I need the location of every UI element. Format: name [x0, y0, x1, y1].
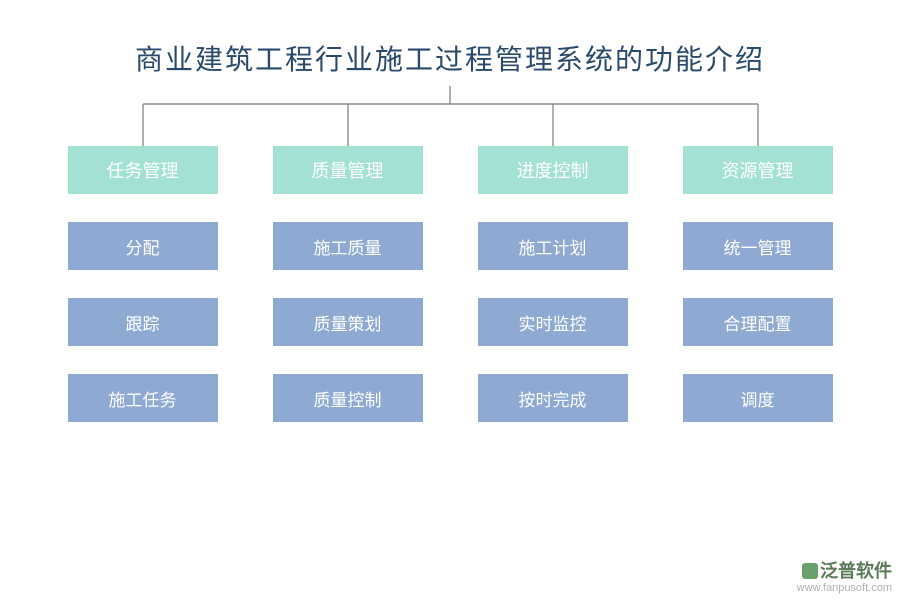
column-header: 资源管理	[683, 146, 833, 194]
down-arrow-icon	[757, 346, 759, 374]
down-arrow-icon	[757, 270, 759, 298]
watermark-brand: 泛普软件	[797, 562, 892, 582]
column-item: 施工质量	[273, 222, 423, 270]
down-arrow-icon	[142, 194, 144, 222]
column-item: 质量策划	[273, 298, 423, 346]
column-item: 分配	[68, 222, 218, 270]
column-1: 质量管理 施工质量 质量策划 质量控制	[273, 146, 423, 422]
down-arrow-icon	[552, 346, 554, 374]
down-arrow-icon	[347, 270, 349, 298]
down-arrow-icon	[347, 346, 349, 374]
column-item: 实时监控	[478, 298, 628, 346]
column-2: 进度控制 施工计划 实时监控 按时完成	[478, 146, 628, 422]
down-arrow-icon	[142, 270, 144, 298]
column-item: 施工计划	[478, 222, 628, 270]
column-header: 进度控制	[478, 146, 628, 194]
column-3: 资源管理 统一管理 合理配置 调度	[683, 146, 833, 422]
watermark: 泛普软件 www.fanpusoft.com	[797, 562, 892, 594]
columns-container: 任务管理 分配 跟踪 施工任务 质量管理 施工质量 质量策划 质量控制 进度控制…	[0, 146, 900, 422]
down-arrow-icon	[552, 270, 554, 298]
column-item: 质量控制	[273, 374, 423, 422]
logo-icon	[802, 563, 818, 579]
diagram-title: 商业建筑工程行业施工过程管理系统的功能介绍	[0, 0, 900, 86]
down-arrow-icon	[347, 194, 349, 222]
column-header: 质量管理	[273, 146, 423, 194]
column-item: 调度	[683, 374, 833, 422]
watermark-url: www.fanpusoft.com	[797, 582, 892, 594]
column-header: 任务管理	[68, 146, 218, 194]
tree-connector	[0, 86, 900, 146]
column-item: 统一管理	[683, 222, 833, 270]
column-0: 任务管理 分配 跟踪 施工任务	[68, 146, 218, 422]
down-arrow-icon	[142, 346, 144, 374]
down-arrow-icon	[552, 194, 554, 222]
column-item: 按时完成	[478, 374, 628, 422]
column-item: 合理配置	[683, 298, 833, 346]
down-arrow-icon	[757, 194, 759, 222]
column-item: 跟踪	[68, 298, 218, 346]
column-item: 施工任务	[68, 374, 218, 422]
